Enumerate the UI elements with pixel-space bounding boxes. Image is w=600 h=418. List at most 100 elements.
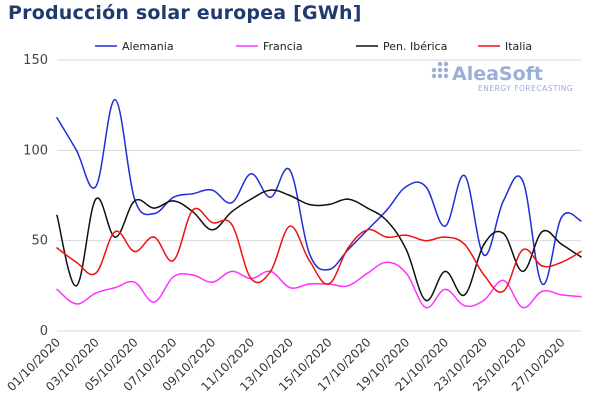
data-point-pen-ib-rica — [580, 256, 582, 258]
data-point-pen-ib-rica — [444, 270, 446, 273]
y-axis-ticks: 0 50 100 150 — [23, 53, 48, 339]
data-point-francia — [95, 292, 97, 294]
data-point-pen-ib-rica — [424, 299, 427, 302]
data-point-alemania — [192, 192, 194, 195]
data-point-francia — [560, 294, 563, 296]
data-point-alemania — [463, 174, 466, 177]
data-point-alemania — [386, 209, 388, 211]
data-point-francia — [522, 306, 524, 309]
data-point-pen-ib-rica — [230, 211, 233, 213]
data-point-alemania — [172, 196, 175, 199]
data-point-italia — [366, 229, 369, 231]
chart-title: Producción solar europea [GWh] — [8, 2, 362, 24]
data-point-italia — [463, 243, 466, 246]
data-point-alemania — [95, 185, 97, 188]
data-point-italia — [541, 265, 543, 267]
data-point-alemania — [580, 220, 582, 222]
data-point-italia — [560, 261, 563, 264]
data-point-pen-ib-rica — [95, 198, 97, 200]
data-point-alemania — [114, 98, 116, 101]
data-point-alemania — [153, 212, 155, 215]
y-tick-label: 100 — [23, 143, 48, 158]
data-point-pen-ib-rica — [172, 200, 175, 202]
data-point-pen-ib-rica — [289, 194, 291, 197]
data-point-francia — [75, 303, 78, 305]
data-point-francia — [405, 272, 408, 275]
data-point-francia — [230, 270, 233, 273]
data-point-alemania — [56, 117, 58, 119]
data-point-pen-ib-rica — [211, 229, 214, 231]
data-point-francia — [153, 301, 155, 303]
data-point-alemania — [250, 173, 252, 175]
data-point-italia — [95, 272, 97, 275]
data-point-italia — [483, 274, 485, 276]
series-line-alemania — [56, 98, 582, 285]
data-point-alemania — [289, 169, 291, 171]
y-tick-label: 50 — [31, 234, 48, 249]
data-point-italia — [502, 290, 505, 293]
data-point-pen-ib-rica — [366, 207, 369, 209]
data-point-italia — [230, 223, 233, 226]
legend-label-alemania: Alemania — [122, 40, 174, 53]
data-point-italia — [75, 261, 78, 264]
data-point-pen-ib-rica — [133, 200, 136, 202]
data-point-italia — [153, 236, 155, 238]
data-point-pen-ib-rica — [405, 248, 408, 251]
x-axis-ticks: 01/10/202003/10/202005/10/202007/10/2020… — [4, 335, 567, 394]
data-point-italia — [386, 236, 388, 238]
data-point-francia — [580, 295, 582, 298]
legend-label-italia: Italia — [505, 40, 532, 53]
data-point-alemania — [560, 216, 563, 218]
data-point-francia — [502, 279, 505, 282]
data-point-italia — [250, 277, 252, 280]
data-point-italia — [289, 225, 291, 227]
y-tick-label: 150 — [23, 53, 48, 68]
data-point-alemania — [75, 149, 78, 152]
data-point-francia — [386, 261, 388, 264]
data-point-alemania — [327, 268, 330, 271]
data-point-pen-ib-rica — [114, 236, 116, 238]
data-point-francia — [366, 272, 369, 275]
legend-label-pen-ib-rica: Pen. Ibérica — [383, 40, 447, 53]
aleasoft-logo: AleaSoft ENERGY FORECASTING — [431, 61, 573, 93]
data-point-alemania — [269, 196, 272, 199]
data-point-italia — [192, 209, 194, 211]
data-point-alemania — [405, 185, 408, 188]
data-point-pen-ib-rica — [56, 214, 58, 217]
data-point-italia — [327, 283, 330, 285]
data-point-italia — [580, 250, 582, 253]
data-point-alemania — [133, 198, 136, 200]
series-lines — [56, 98, 582, 309]
data-point-alemania — [230, 201, 233, 204]
data-point-italia — [308, 259, 311, 262]
data-point-italia — [114, 230, 116, 233]
data-point-pen-ib-rica — [560, 243, 563, 246]
data-point-francia — [424, 306, 427, 309]
data-point-italia — [444, 236, 446, 238]
data-point-francia — [172, 276, 175, 278]
data-point-alemania — [522, 180, 524, 182]
data-point-pen-ib-rica — [502, 232, 505, 235]
data-point-italia — [424, 239, 427, 242]
data-point-pen-ib-rica — [269, 189, 272, 191]
data-point-alemania — [541, 283, 543, 285]
data-point-italia — [56, 247, 58, 249]
data-point-pen-ib-rica — [153, 207, 155, 209]
data-point-pen-ib-rica — [75, 285, 78, 287]
data-point-pen-ib-rica — [386, 220, 388, 222]
data-point-pen-ib-rica — [327, 203, 330, 206]
data-point-italia — [522, 248, 524, 251]
grid — [57, 59, 581, 332]
data-point-pen-ib-rica — [308, 203, 311, 206]
data-point-pen-ib-rica — [483, 243, 485, 246]
data-point-alemania — [211, 189, 214, 191]
data-point-francia — [211, 281, 214, 284]
data-point-pen-ib-rica — [463, 294, 466, 296]
data-point-alemania — [444, 225, 446, 227]
data-point-alemania — [308, 252, 311, 255]
data-point-pen-ib-rica — [541, 230, 543, 233]
data-point-pen-ib-rica — [522, 270, 524, 273]
logo-name: AleaSoft — [452, 63, 543, 85]
data-point-francia — [114, 286, 116, 289]
